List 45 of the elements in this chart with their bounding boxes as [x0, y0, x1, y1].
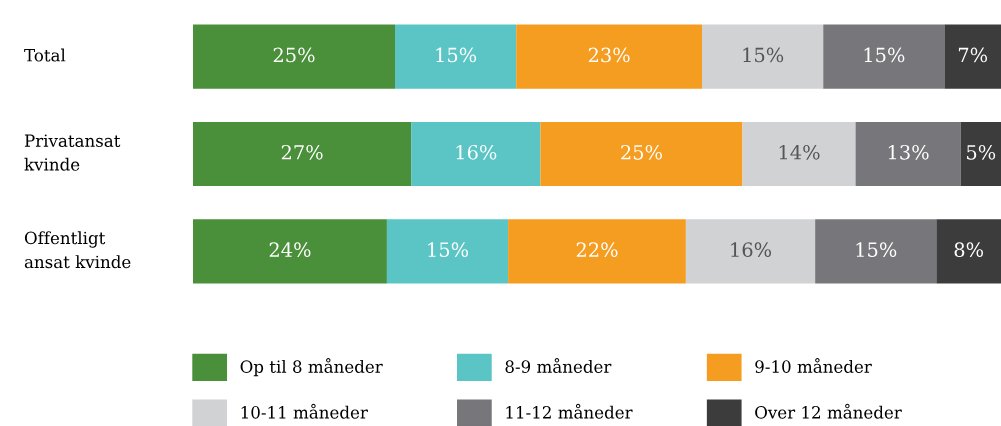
bar — [823, 24, 945, 89]
data-label: 24% — [269, 242, 311, 257]
bar — [685, 219, 816, 284]
legend-label: Over 12 måneder — [755, 403, 902, 419]
legend-label: 9-10 måneder — [755, 358, 872, 373]
data-label: 27% — [281, 144, 323, 160]
data-label: 15% — [864, 47, 905, 63]
data-label: 5% — [967, 144, 996, 160]
y-tick-label: Offentligt ansat kvinde — [24, 231, 131, 269]
bar — [540, 121, 743, 187]
bar — [936, 219, 1001, 284]
bar — [960, 121, 1001, 187]
bar — [395, 24, 517, 89]
bar — [742, 121, 856, 187]
data-label: 25% — [621, 144, 662, 160]
bar — [193, 219, 387, 284]
legend-label: Op til 8 måneder — [240, 358, 383, 377]
data-label: 15% — [436, 47, 477, 63]
bar — [702, 24, 824, 89]
data-label: 15% — [428, 242, 469, 257]
data-label: 16% — [731, 242, 772, 257]
bar — [193, 24, 395, 89]
data-label: 14% — [779, 144, 820, 160]
bar — [944, 24, 1001, 89]
bar — [855, 121, 961, 187]
data-label: 22% — [576, 242, 618, 257]
bar — [411, 121, 541, 187]
bar — [516, 24, 703, 89]
bar — [193, 121, 412, 187]
legend-label: 8-9 måneder — [505, 358, 612, 373]
bar — [386, 219, 509, 284]
data-label: 7% — [958, 47, 988, 63]
data-label: 25% — [273, 47, 315, 63]
data-label: 15% — [743, 47, 784, 63]
data-label: 15% — [856, 242, 897, 257]
y-tick-label: Total — [24, 48, 66, 62]
legend-label: 10-11 måneder — [241, 403, 368, 419]
data-label: 13% — [888, 144, 929, 160]
data-label: 16% — [456, 144, 497, 160]
data-label: 23% — [588, 47, 630, 63]
data-label: 8% — [954, 242, 984, 257]
bar — [815, 219, 937, 284]
bar — [508, 219, 686, 284]
legend-label: 11-12 måneder — [506, 403, 633, 419]
y-tick-label: Privatansat kvinde — [24, 134, 121, 171]
